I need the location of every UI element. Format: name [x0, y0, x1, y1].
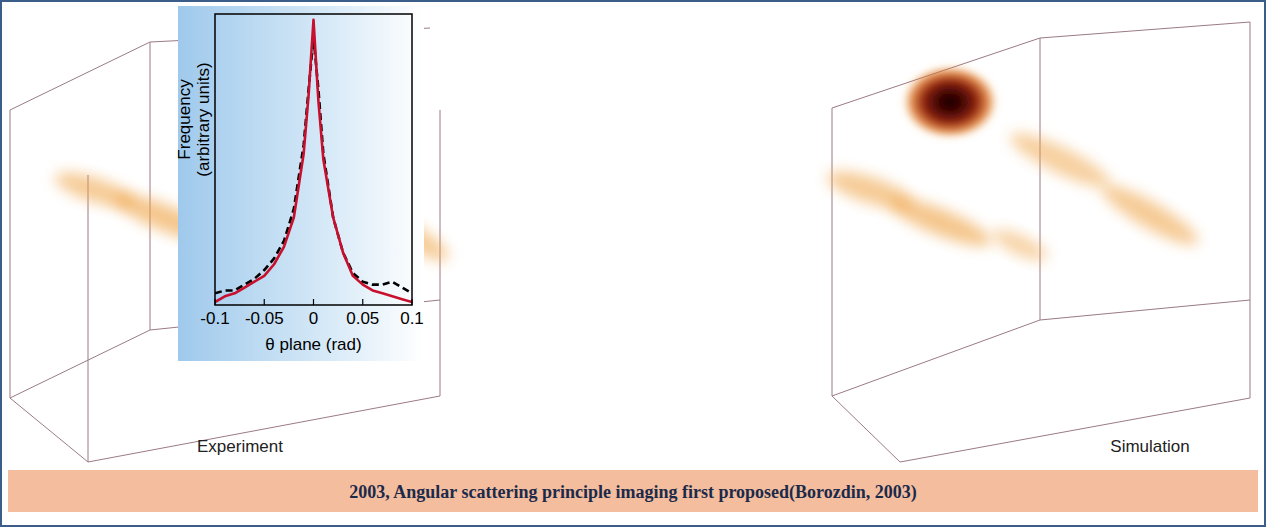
box-edge — [1040, 22, 1250, 38]
box-edge — [10, 398, 88, 462]
density-band — [989, 223, 1052, 266]
x-tick-label: -0.1 — [200, 309, 229, 328]
box-edge — [900, 398, 1250, 462]
caption: 2003, Angular scattering principle imagi… — [349, 482, 917, 503]
x-tick — [411, 299, 412, 305]
series-group — [215, 20, 412, 302]
x-tick-label: 0 — [309, 309, 318, 328]
panel-label: Simulation — [1110, 437, 1189, 456]
plot-frame — [215, 14, 412, 305]
box-edge — [88, 175, 89, 462]
y-axis-title: Frequency(arbitrary units) — [175, 62, 213, 176]
x-tick — [214, 299, 215, 305]
box-edge — [88, 396, 440, 462]
series-line — [215, 37, 412, 293]
density-band — [1096, 176, 1204, 254]
x-tick-label: 0.1 — [400, 309, 424, 328]
box-edge — [1250, 330, 1251, 398]
x-tick — [362, 299, 363, 305]
box-wireframe — [832, 22, 1250, 462]
box-edge — [150, 42, 151, 330]
box-edge — [1040, 38, 1041, 320]
series-line — [215, 20, 412, 302]
x-tick-label: 0.05 — [346, 309, 379, 328]
chart-background — [178, 6, 424, 361]
density-core — [902, 65, 998, 139]
y-axis-title-line: (arbitrary units) — [194, 62, 213, 176]
box-edge — [1040, 300, 1250, 320]
x-tick-label: -0.05 — [245, 309, 284, 328]
box-edge — [10, 330, 150, 398]
caption-band — [8, 470, 1258, 512]
figure-border — [1, 1, 1265, 526]
density-band — [884, 189, 996, 254]
density-band — [1005, 124, 1115, 196]
box-edge — [832, 396, 900, 462]
y-axis-title-line: Frequency — [175, 79, 194, 160]
box-edge — [1250, 22, 1251, 330]
x-axis-title: θ plane (rad) — [265, 335, 361, 354]
x-tick — [313, 299, 314, 305]
box-edge — [10, 42, 150, 110]
x-tick — [264, 299, 265, 305]
panel-label: Experiment — [197, 437, 283, 456]
box-edge — [832, 320, 1040, 396]
box-edge — [10, 110, 11, 398]
box-edge — [832, 108, 833, 396]
